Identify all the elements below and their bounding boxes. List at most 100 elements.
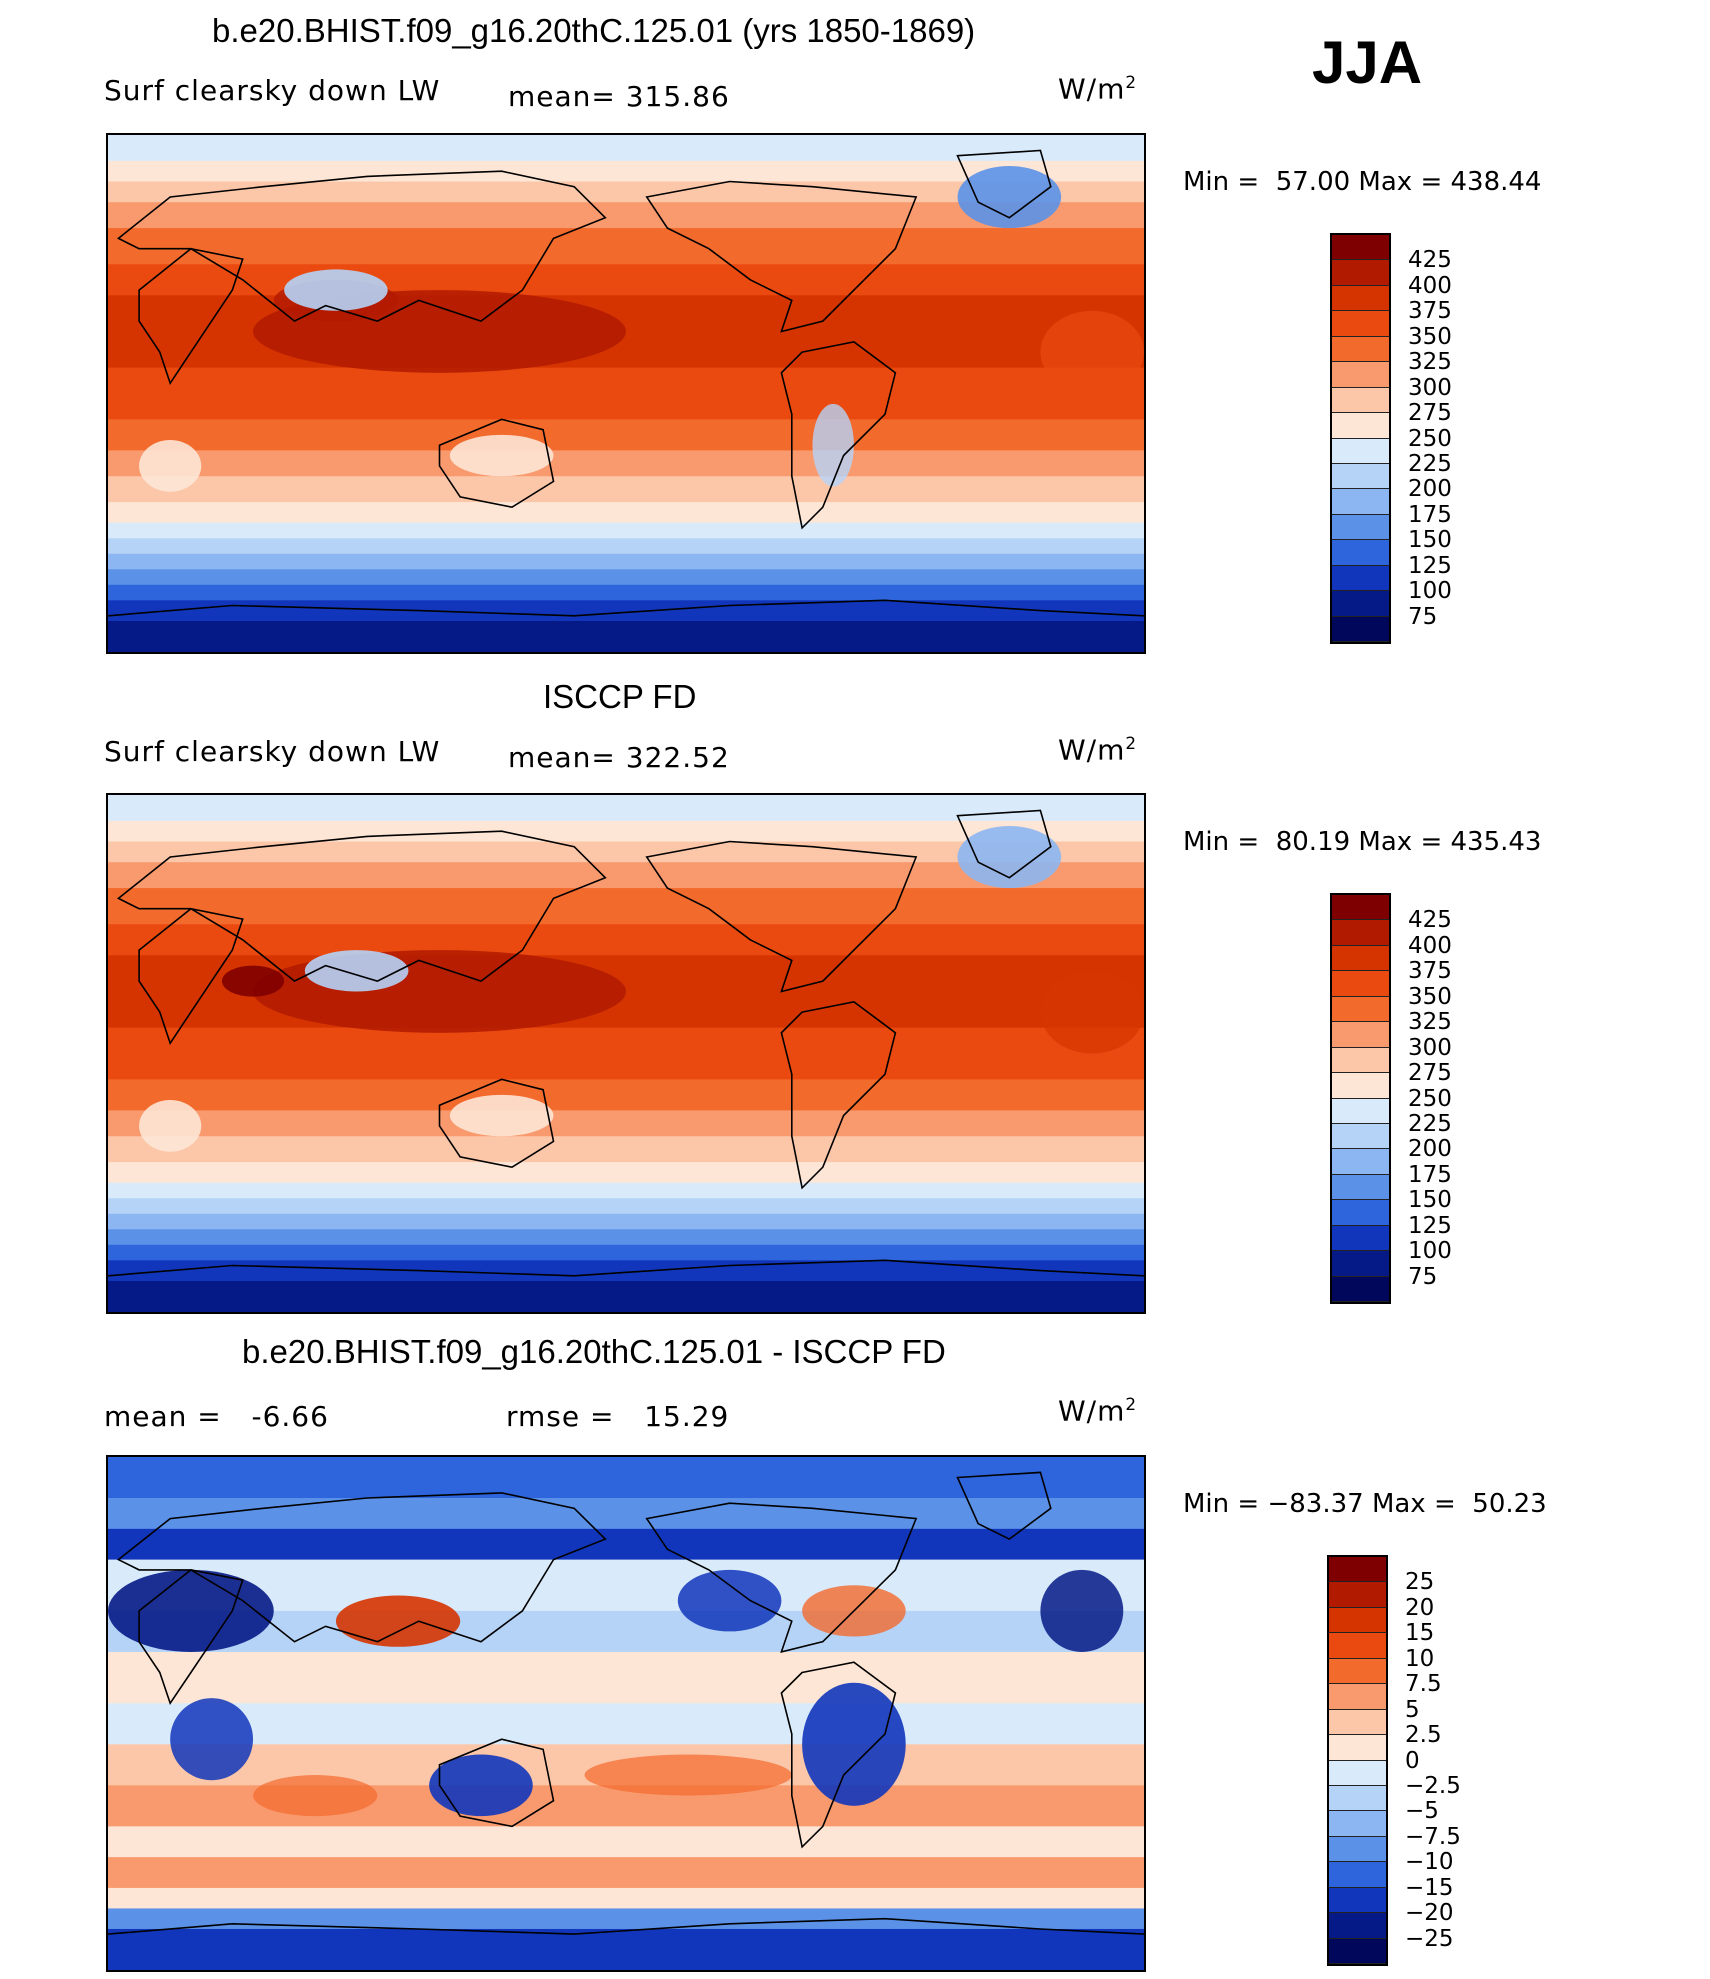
- field-band: [108, 1182, 1144, 1200]
- colorbar-tick-label: 400: [1408, 272, 1452, 299]
- colorbar-segment: [1332, 413, 1389, 439]
- colorbar-segment: [1332, 1149, 1389, 1175]
- coastline: [438, 1078, 555, 1169]
- colorbar-segment: [1329, 1811, 1386, 1837]
- field-band: [108, 1887, 1144, 1910]
- colorbar-tick-label: −15: [1405, 1874, 1454, 1901]
- colorbar-segment: [1332, 1098, 1389, 1124]
- field-band: [108, 1110, 1144, 1138]
- panel1-minmax: Min = 57.00 Max = 438.44: [1183, 167, 1542, 197]
- field-band: [108, 1229, 1144, 1246]
- coastline: [108, 1917, 1144, 1935]
- colorbar-tick-label: −7.5: [1405, 1823, 1461, 1850]
- coastline: [116, 830, 607, 983]
- colorbar-tick-label: −25: [1405, 1925, 1454, 1952]
- panel2-variable: Surf clearsky down LW: [104, 735, 441, 768]
- field-region: [139, 1100, 202, 1152]
- field-region: [449, 434, 554, 477]
- colorbar-segment: [1332, 1073, 1389, 1099]
- colorbar-segment: [1332, 336, 1389, 363]
- panel1-title: b.e20.BHIST.f09_g16.20thC.125.01 (yrs 18…: [212, 12, 976, 49]
- colorbar-segment: [1332, 540, 1389, 566]
- coastline: [780, 340, 897, 530]
- colorbar-segment: [1332, 463, 1389, 490]
- colorbar-tick-label: 150: [1408, 527, 1452, 554]
- field-band: [108, 1260, 1144, 1282]
- colorbar-tick-label: 225: [1408, 1110, 1452, 1137]
- field-band: [108, 1528, 1144, 1561]
- field-band: [108, 1244, 1144, 1262]
- colorbar-tick-label: 350: [1408, 323, 1452, 350]
- panel2-mean: mean= 322.52: [508, 741, 730, 774]
- colorbar-tick-label: 200: [1408, 1136, 1452, 1163]
- field-region: [812, 403, 854, 487]
- colorbar-segment: [1332, 565, 1389, 592]
- field-region: [584, 1754, 792, 1796]
- coastline: [138, 1569, 244, 1705]
- colorbar-segment: [1332, 1200, 1389, 1226]
- field-band: [108, 1610, 1144, 1653]
- colorbar-segment: [1329, 1557, 1386, 1583]
- field-band: [108, 502, 1144, 524]
- coastline: [780, 1661, 897, 1849]
- colorbar-tick-label: −5: [1405, 1798, 1439, 1825]
- field-band: [108, 1457, 1144, 1500]
- coastline: [438, 1738, 555, 1828]
- field-band: [108, 1559, 1144, 1612]
- field-region: [170, 1698, 254, 1781]
- coastline: [780, 1000, 897, 1190]
- colorbar-segment: [1332, 489, 1389, 515]
- coastline: [645, 180, 918, 333]
- field-region: [429, 1754, 533, 1817]
- map-field: [108, 135, 1144, 652]
- colorbar-segment: [1332, 920, 1389, 946]
- field-band: [108, 181, 1144, 204]
- field-region: [957, 826, 1062, 889]
- colorbar-tick-label: 250: [1408, 1085, 1452, 1112]
- coastline: [645, 1502, 918, 1654]
- field-band: [108, 1136, 1144, 1164]
- field-band: [108, 228, 1144, 266]
- field-region: [253, 950, 627, 1033]
- season-label: JJA: [1312, 29, 1423, 96]
- colorbar-tick-label: 375: [1408, 958, 1452, 985]
- field-band: [108, 367, 1144, 421]
- coastline: [138, 247, 244, 386]
- field-band: [108, 1280, 1144, 1312]
- colorbar-tick-label: 250: [1408, 425, 1452, 452]
- colorbar-tick-label: 2.5: [1405, 1722, 1442, 1749]
- colorbar-tick-label: 100: [1408, 578, 1452, 605]
- field-band: [108, 1198, 1144, 1215]
- field-band: [108, 553, 1144, 571]
- field-region: [1040, 1569, 1124, 1652]
- field-band: [108, 1928, 1144, 1970]
- panel1-mean: mean= 315.86: [508, 80, 730, 113]
- colorbar-segment: [1332, 591, 1389, 617]
- colorbar-tick-label: 225: [1408, 450, 1452, 477]
- field-band: [108, 569, 1144, 586]
- colorbar-tick-label: 300: [1408, 374, 1452, 401]
- field-band: [108, 795, 1144, 822]
- panel3-mean: mean = -6.66: [104, 1400, 329, 1433]
- colorbar-tick-label: 125: [1408, 1212, 1452, 1239]
- panel1-variable: Surf clearsky down LW: [104, 74, 441, 107]
- colorbar-segment: [1332, 285, 1389, 312]
- field-band: [108, 1027, 1144, 1081]
- colorbar-tick-label: 175: [1408, 501, 1452, 528]
- field-band: [108, 1498, 1144, 1530]
- panel2-units: W/m2: [1058, 733, 1138, 767]
- field-band: [108, 620, 1144, 652]
- field-band: [108, 264, 1144, 297]
- panel2-map: [106, 793, 1146, 1314]
- field-band: [108, 1079, 1144, 1112]
- field-band: [108, 522, 1144, 540]
- field-band: [108, 924, 1144, 957]
- field-region: [449, 1094, 554, 1137]
- field-band: [108, 1213, 1144, 1231]
- field-band: [108, 1651, 1144, 1705]
- colorbar-segment: [1332, 1251, 1389, 1277]
- colorbar-segment: [1329, 1785, 1386, 1812]
- colorbar-segment: [1329, 1633, 1386, 1659]
- colorbar-tick-label: 75: [1408, 603, 1438, 630]
- panel3-units: W/m2: [1058, 1394, 1138, 1428]
